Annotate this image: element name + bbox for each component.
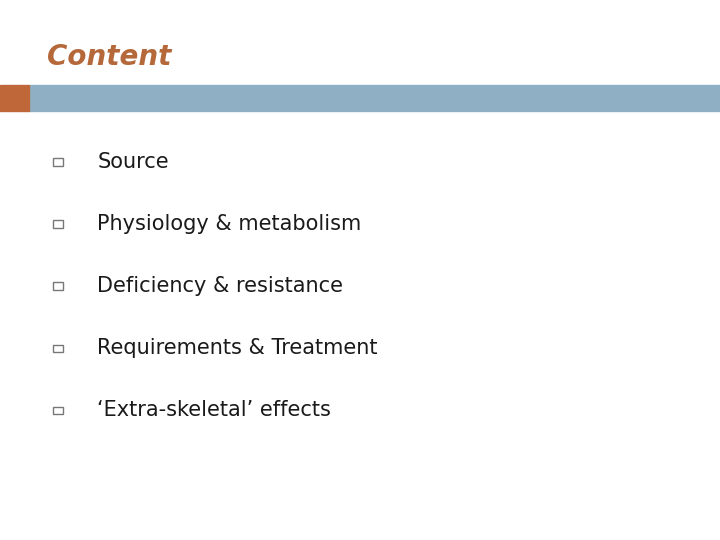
- Text: Content: Content: [47, 43, 171, 71]
- Bar: [29, 85, 720, 111]
- Bar: [53, 158, 63, 166]
- Bar: [53, 220, 63, 228]
- Bar: [53, 345, 63, 352]
- Text: Source: Source: [97, 152, 168, 172]
- Text: Requirements & Treatment: Requirements & Treatment: [97, 338, 378, 359]
- Text: ‘Extra-skeletal’ effects: ‘Extra-skeletal’ effects: [97, 400, 331, 421]
- Bar: [53, 407, 63, 414]
- Text: Deficiency & resistance: Deficiency & resistance: [97, 276, 343, 296]
- Text: Physiology & metabolism: Physiology & metabolism: [97, 214, 361, 234]
- Bar: [53, 282, 63, 290]
- Bar: [0, 85, 29, 111]
